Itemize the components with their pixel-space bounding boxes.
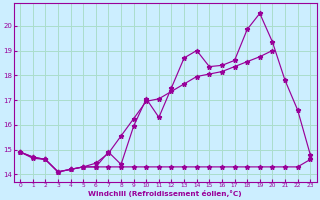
X-axis label: Windchill (Refroidissement éolien,°C): Windchill (Refroidissement éolien,°C) xyxy=(88,190,242,197)
